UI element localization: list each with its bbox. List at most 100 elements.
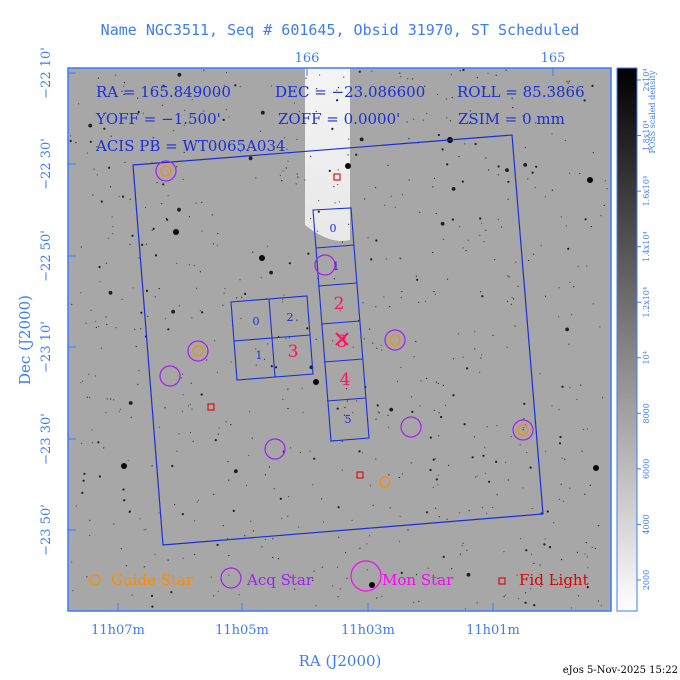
background-star [451,187,456,191]
background-star [396,381,399,383]
background-star [181,513,184,516]
background-star [558,498,561,500]
background-star [182,373,184,375]
background-star [96,146,98,148]
background-star [604,180,607,182]
background-star [422,119,424,121]
colorbar-tick-label: 1.8x10⁴ [642,120,651,151]
background-star [310,155,312,157]
background-star [321,566,323,568]
background-star [364,198,366,200]
background-star [545,451,547,453]
background-star [86,576,88,578]
background-star [161,104,163,106]
background-star [91,429,93,431]
background-star [307,252,310,255]
background-star [401,291,403,293]
background-star [283,294,285,296]
legend-guide-label: Guide Star [111,571,194,589]
background-star [446,518,448,520]
background-star [238,594,240,596]
background-star [184,109,186,111]
background-star [334,202,336,204]
background-star [203,110,205,112]
background-star [287,160,289,162]
background-star [531,507,533,510]
background-star [89,534,91,537]
background-star [497,165,500,168]
background-star [270,85,273,87]
y-tick-label: −23 10' [39,321,54,373]
background-star [560,216,562,218]
background-star [154,296,156,298]
background-star [503,595,505,598]
background-star [433,291,435,293]
background-star [451,218,454,221]
background-star [570,607,573,609]
background-star [603,204,605,206]
background-star [561,559,563,561]
background-star [71,303,73,305]
background-star [290,447,292,449]
background-star [302,411,304,413]
background-star [435,212,437,215]
background-star [446,163,449,166]
roll-value: ROLL = 85.3866 [457,83,585,101]
background-star [193,520,196,522]
background-star [105,411,107,414]
background-star [565,225,567,227]
background-star [145,528,147,530]
background-star [225,108,227,111]
background-star [145,243,147,245]
background-star [267,343,269,345]
background-star [514,325,516,327]
background-star [293,102,296,104]
background-star [415,275,417,277]
background-star [592,152,594,154]
background-star [419,211,421,213]
background-star [527,178,529,180]
background-star [317,210,320,213]
background-star [301,387,303,389]
background-star [464,608,466,610]
background-star [230,424,232,426]
chip-s2-label: 2 [334,294,345,314]
background-star [432,458,435,461]
background-star [344,406,346,409]
background-star [369,535,371,537]
background-star [387,414,389,416]
background-star [100,200,103,203]
background-star [435,478,438,481]
background-star [188,264,190,266]
background-star [568,343,570,345]
background-star [216,371,218,373]
background-star [381,595,383,598]
background-star [127,459,129,461]
background-star [167,328,170,331]
background-star [183,124,185,126]
background-star [281,517,283,519]
background-star [389,507,391,509]
zoff-value: ZOFF = 0.0000' [278,110,400,128]
background-star [103,127,106,130]
background-star [93,168,95,170]
background-star [606,188,608,190]
background-star [540,585,542,587]
background-star [597,600,600,602]
background-star [336,407,339,410]
background-star [569,487,571,489]
background-star [119,408,121,410]
background-star [400,571,403,575]
background-star [523,418,525,420]
background-star [218,427,220,429]
background-star [112,226,114,228]
background-star [269,270,273,275]
background-star [466,367,469,370]
background-star [89,396,91,399]
background-star [400,297,402,299]
background-star [443,238,445,240]
background-star [224,287,226,290]
x-tick-label: 11h01m [466,623,520,638]
top-tick-166: 166 [295,51,320,66]
background-star [264,474,266,476]
